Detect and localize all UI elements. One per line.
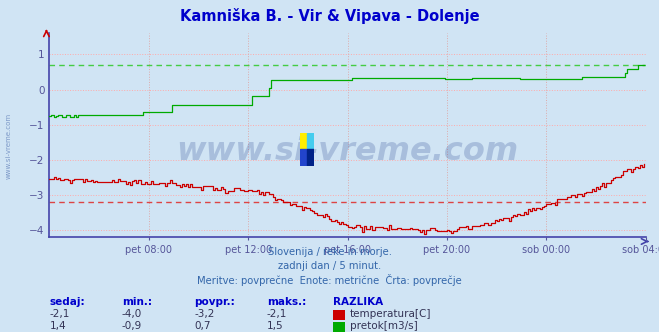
Bar [307, 133, 314, 149]
Bar [300, 149, 307, 166]
Text: maks.:: maks.: [267, 297, 306, 307]
Text: -4,0: -4,0 [122, 309, 142, 319]
Bar [307, 149, 314, 166]
Text: www.si-vreme.com: www.si-vreme.com [177, 136, 519, 167]
Text: 1,5: 1,5 [267, 321, 283, 331]
Bar [300, 133, 307, 149]
Text: min.:: min.: [122, 297, 152, 307]
Text: -2,1: -2,1 [49, 309, 70, 319]
Text: -3,2: -3,2 [194, 309, 215, 319]
Text: RAZLIKA: RAZLIKA [333, 297, 383, 307]
Text: pretok[m3/s]: pretok[m3/s] [350, 321, 418, 331]
Text: Meritve: povprečne  Enote: metrične  Črta: povprečje: Meritve: povprečne Enote: metrične Črta:… [197, 274, 462, 286]
Text: Slovenija / reke in morje.: Slovenija / reke in morje. [268, 247, 391, 257]
Text: sedaj:: sedaj: [49, 297, 85, 307]
Text: zadnji dan / 5 minut.: zadnji dan / 5 minut. [278, 261, 381, 271]
Text: 1,4: 1,4 [49, 321, 66, 331]
Text: temperatura[C]: temperatura[C] [350, 309, 432, 319]
Text: 0,7: 0,7 [194, 321, 211, 331]
Text: Kamniška B. - Vir & Vipava - Dolenje: Kamniška B. - Vir & Vipava - Dolenje [180, 8, 479, 24]
Text: www.si-vreme.com: www.si-vreme.com [5, 113, 11, 179]
Text: -2,1: -2,1 [267, 309, 287, 319]
Text: povpr.:: povpr.: [194, 297, 235, 307]
Text: -0,9: -0,9 [122, 321, 142, 331]
